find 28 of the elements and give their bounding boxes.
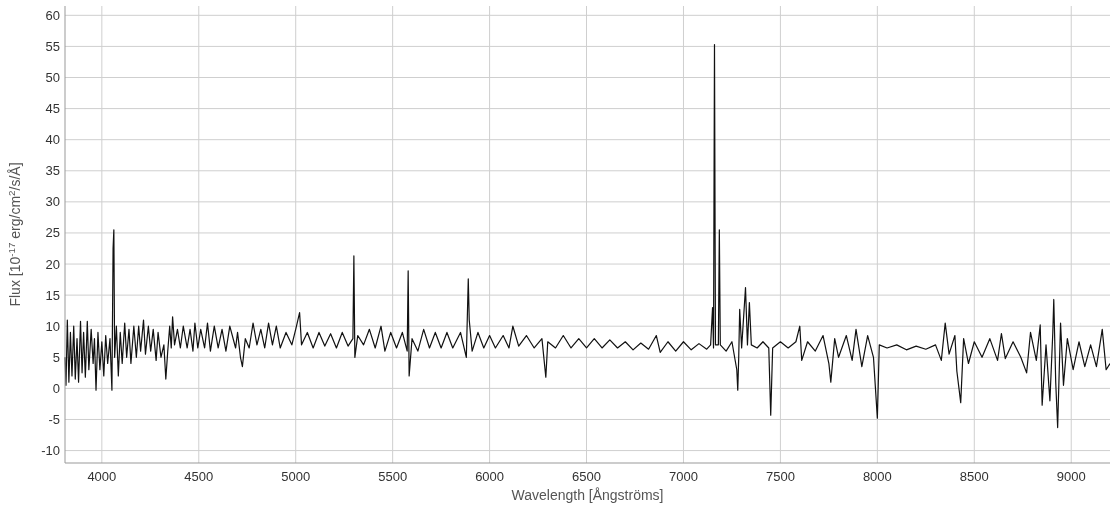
x-tick-label: 4000 (87, 469, 117, 484)
y-tick-label: 50 (45, 70, 60, 86)
x-tick-label: 6000 (475, 469, 505, 484)
y-tick-label: 5 (52, 349, 60, 365)
y-tick-label: 35 (45, 163, 60, 179)
y-tick-label: 0 (52, 380, 60, 396)
y-tick-label: 10 (45, 318, 60, 334)
y-tick-label: -10 (41, 443, 60, 459)
line-series (64, 43, 1110, 429)
x-tick-label: 7500 (765, 469, 795, 484)
y-tick-label: 45 (45, 101, 60, 117)
x-tick-label: 5500 (378, 469, 408, 484)
y-tick-label: 55 (45, 38, 60, 54)
y-tick-label: 20 (45, 256, 60, 272)
x-tick-label: 6500 (572, 469, 601, 484)
x-tick-label: 7000 (669, 469, 698, 484)
y-tick-label: 40 (45, 132, 60, 148)
x-tick-label: 9000 (1056, 469, 1086, 484)
y-tick-label: 30 (45, 194, 60, 210)
y-tick-label: -5 (48, 412, 60, 428)
x-tick-label: 4500 (184, 469, 214, 484)
y-tick-label: 15 (45, 287, 60, 303)
x-tick-label: 5000 (281, 469, 311, 484)
y-tick-label: 25 (45, 225, 60, 241)
x-axis-title: Wavelength [Ångströms] (511, 487, 664, 503)
x-tick-label: 8500 (959, 469, 989, 484)
x-tick-label: 8000 (862, 469, 892, 484)
y-tick-label: 60 (45, 7, 60, 23)
